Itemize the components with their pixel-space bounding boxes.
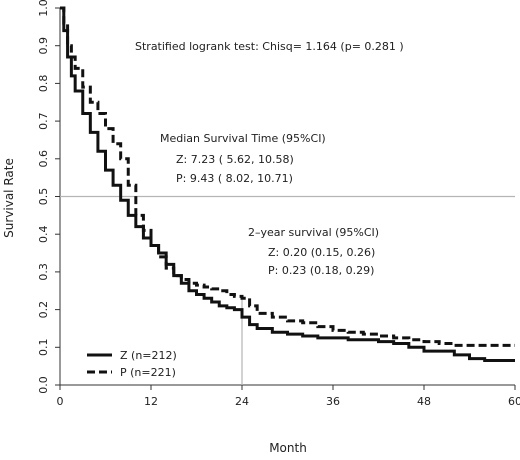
- x-tick-label: 60: [508, 395, 520, 408]
- y-tick-label: 0.7: [37, 112, 50, 130]
- y-tick-label: 0.9: [37, 37, 50, 55]
- median-z-annotation: Z: 7.23 ( 5.62, 10.58): [176, 153, 294, 166]
- logrank-annotation: Stratified logrank test: Chisq= 1.164 (p…: [135, 40, 404, 53]
- x-axis-title: Month: [269, 441, 307, 455]
- twoyear-title-annotation: 2–year survival (95%CI): [248, 226, 379, 239]
- y-tick-label: 0.6: [37, 150, 50, 168]
- legend-label-p: P (n=221): [120, 366, 176, 379]
- y-tick-label: 0.3: [37, 263, 50, 281]
- twoyear-p-annotation: P: 0.23 (0.18, 0.29): [268, 264, 374, 277]
- y-axis-title: Survival Rate: [2, 158, 16, 238]
- x-tick-label: 12: [144, 395, 158, 408]
- y-tick-label: 0.5: [37, 188, 50, 206]
- y-tick-label: 0.2: [37, 301, 50, 319]
- y-tick-label: 0.0: [37, 376, 50, 394]
- x-tick-label: 36: [326, 395, 340, 408]
- y-tick-label: 0.8: [37, 75, 50, 93]
- x-tick-label: 0: [57, 395, 64, 408]
- twoyear-z-annotation: Z: 0.20 (0.15, 0.26): [268, 246, 375, 259]
- y-tick-label: 0.4: [37, 225, 50, 243]
- survival-curves: [60, 6, 515, 362]
- survival-curve-p: [60, 6, 515, 347]
- axes: 0.0 0.1 0.2 0.3 0.4 0.5 0.6 0.7 0.8 0.9 1.0 0 12 24 36…: [37, 0, 520, 408]
- median-title-annotation: Median Survival Time (95%CI): [160, 132, 326, 145]
- y-tick-label: 0.1: [37, 339, 50, 357]
- y-tick-label: 1.0: [37, 0, 50, 17]
- survival-curve-z: [60, 6, 515, 362]
- x-tick-label: 24: [235, 395, 249, 408]
- legend: Z (n=212) P (n=221): [87, 349, 177, 379]
- median-p-annotation: P: 9.43 ( 8.02, 10.71): [176, 172, 293, 185]
- x-tick-label: 48: [417, 395, 431, 408]
- legend-label-z: Z (n=212): [120, 349, 177, 362]
